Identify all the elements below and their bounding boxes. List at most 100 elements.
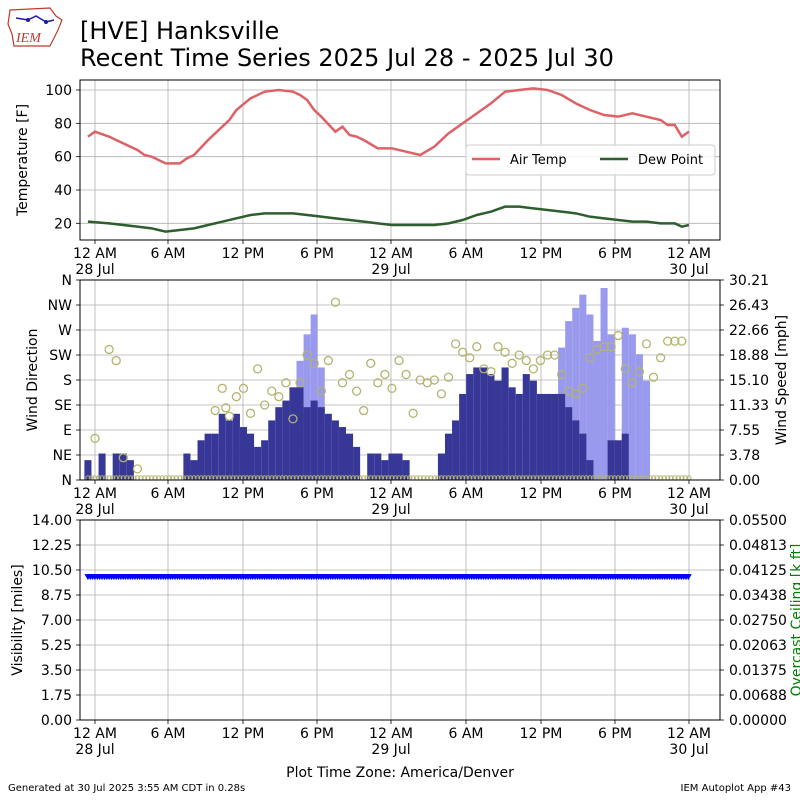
wind-gust-bar (572, 307, 580, 480)
wind-speed-bar (126, 460, 134, 480)
wind-speed-bar (551, 393, 559, 480)
wind-speed-bar (381, 460, 389, 480)
wind-direction-point (641, 339, 652, 349)
wind-calm-marker (159, 475, 165, 480)
wind-speed-bar (98, 453, 106, 480)
wind-speed-bar (473, 367, 481, 480)
wind-calm-marker (315, 475, 321, 480)
wind-calm-marker (272, 475, 278, 480)
wind-calm-marker (141, 475, 148, 480)
wind-direction-point (288, 414, 298, 424)
wind-speed-bar (522, 374, 530, 480)
vis-marks (84, 574, 692, 581)
wind-direction-point (366, 358, 376, 368)
wind-speed-bar (437, 453, 445, 480)
logo-text: IEM (15, 31, 42, 46)
wind-speed-bar (388, 453, 396, 480)
wind-speed-bar (515, 393, 523, 480)
wind-calm-marker (109, 475, 116, 480)
wind-calm-marker (622, 475, 628, 480)
wind-direction-point (217, 383, 227, 393)
wind-calm-marker (247, 475, 254, 480)
vis-ylabel: Visibility [miles] (10, 564, 26, 675)
vis-xtick-label: 6 PM (300, 726, 334, 742)
wind-direction-point (535, 355, 546, 366)
vis-xtick-label: 6 AM (448, 726, 483, 742)
wind-direction-point (302, 350, 312, 360)
wind-calm-marker (378, 475, 385, 480)
wind-direction-point (337, 378, 348, 388)
wind-gust-bar (565, 321, 573, 480)
wind-calm-marker (495, 475, 501, 480)
wind-calm-marker (583, 475, 590, 480)
wind-calm-marker (594, 475, 600, 480)
wind-direction-point (670, 336, 680, 346)
wind-gust-bar (635, 354, 643, 480)
wind-direction-point (344, 369, 355, 380)
temp-xtick-label: 12 PM (520, 246, 563, 262)
wind-calm-marker (541, 475, 547, 480)
vis-tick-label: 3.50 (41, 663, 72, 679)
wind-calm-marker (576, 475, 583, 480)
wind-speed-bar (374, 453, 382, 480)
temp-xtick-label: 6 AM (150, 246, 185, 262)
wind-calm-marker (399, 475, 406, 480)
wind-calm-marker (604, 475, 611, 480)
wind-speed-bar (247, 433, 255, 480)
ceiling-tick-label: 0.02750 (729, 613, 787, 629)
wind-calm-marker (269, 475, 275, 480)
wind-calm-marker (138, 475, 144, 480)
wind-dir-ylabel: Wind Direction (25, 329, 41, 432)
vis-xtick-label: 12 AM (667, 726, 711, 742)
temp-ytick-label: 80 (54, 116, 72, 132)
wind-calm-marker (438, 475, 445, 480)
vis-xtick-label: 12 AM (73, 726, 117, 742)
vis-tick-label: 5.25 (41, 638, 72, 654)
wind-calm-marker (650, 475, 657, 480)
wind-speed-bar (218, 413, 226, 480)
wind-speed-bar (607, 440, 615, 480)
wind-calm-marker (428, 475, 434, 480)
wind-speed-bar (508, 387, 516, 480)
wind-dir-tick-label: NW (48, 298, 72, 314)
wind-direction-point (295, 378, 305, 388)
iem-logo: IEM (7, 7, 63, 47)
wind-speed-bar (303, 407, 311, 480)
wind-calm-marker (396, 475, 402, 480)
wind-xtick-date: 30 Jul (669, 502, 708, 518)
wind-calm-marker (477, 475, 484, 480)
wind-direction-point (132, 464, 143, 474)
wind-dir-tick-label: SW (49, 348, 72, 364)
wind-direction-point (500, 347, 510, 357)
wind-calm-marker (251, 475, 257, 480)
wind-direction-point (663, 336, 673, 346)
wind-calm-marker (194, 475, 201, 480)
temp-xtick-label: 6 AM (448, 246, 483, 262)
wind-direction-point (267, 386, 277, 396)
wind-calm-marker (597, 475, 604, 480)
wind-speed-bar (310, 400, 318, 480)
wind-dir-tick-label: NE (53, 448, 72, 464)
x-axis-title: Plot Time Zone: America/Denver (286, 765, 514, 781)
temp-ytick-label: 100 (45, 83, 72, 99)
wind-calm-marker (516, 475, 522, 480)
wind-calm-marker (590, 475, 597, 480)
wind-calm-marker (661, 475, 667, 480)
wind-direction-point (450, 339, 461, 349)
wind-speed-bar (211, 433, 219, 480)
ceiling-tick-label: 0.04125 (729, 563, 787, 579)
wind-gust-bar (600, 288, 608, 480)
app-note: IEM Autoplot App #43 (680, 783, 791, 794)
wind-direction-point (627, 378, 637, 388)
wind-speed-bar (480, 367, 488, 480)
wind-calm-marker (258, 475, 264, 480)
wind-speed-bar (204, 433, 212, 480)
vis-xtick-date: 30 Jul (669, 742, 708, 758)
temp-legend: Air Temp Dew Point (465, 144, 716, 176)
wind-xtick-label: 12 PM (222, 486, 265, 502)
wind-calm-marker (311, 475, 317, 480)
wind-frame (79, 279, 721, 481)
wind-calm-marker (537, 475, 544, 480)
wind-calm-marker (551, 475, 558, 480)
wind-calm-marker (389, 475, 395, 480)
